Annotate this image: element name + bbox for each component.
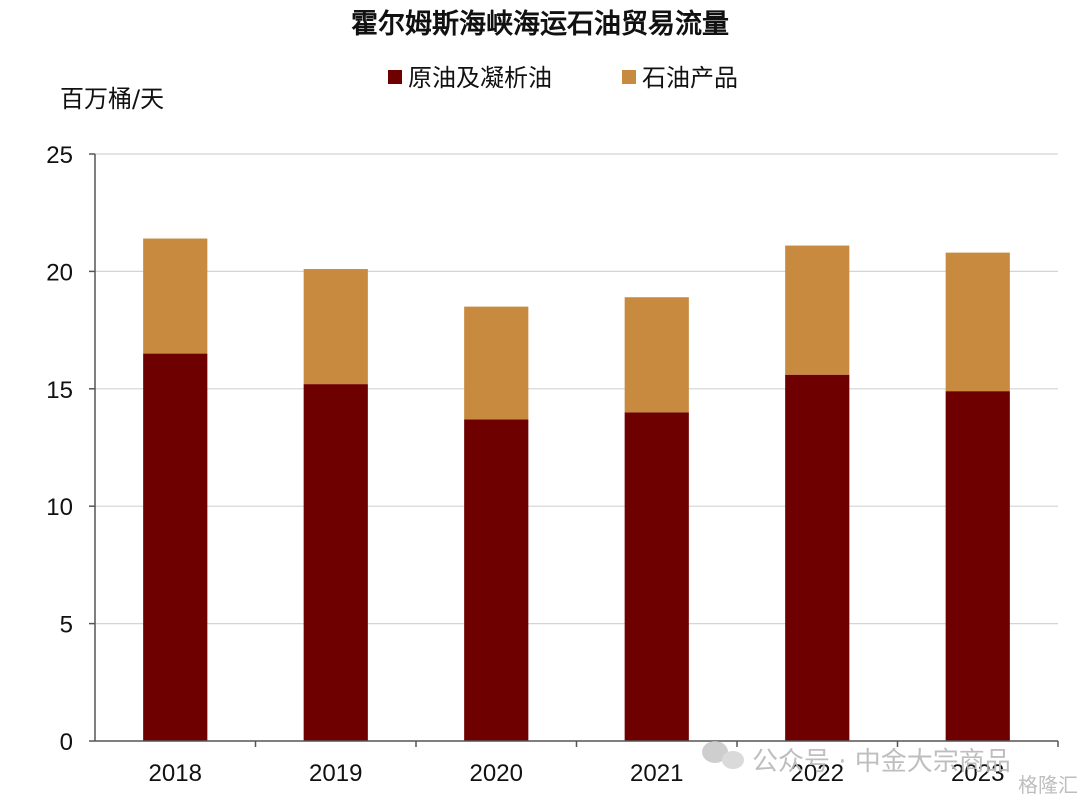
y-tick-label: 15 [46, 377, 73, 404]
y-tick-label: 5 [60, 612, 73, 639]
x-tick-label: 2021 [630, 760, 683, 787]
bar-crude-2019 [303, 384, 368, 741]
bar-crude-2023 [945, 391, 1010, 741]
x-axis: 2018 2019 2020 2021 2022 2023 [95, 740, 1059, 787]
wechat-icon [702, 741, 744, 769]
y-tick-label: 20 [46, 259, 73, 286]
chart-title: 霍尔姆斯海峡海运石油贸易流量 [351, 9, 729, 40]
x-tick-label: 2022 [791, 760, 844, 787]
bars [143, 238, 1010, 741]
x-tick-label: 2023 [951, 760, 1004, 787]
bar-crude-2022 [785, 374, 850, 741]
y-tick-label: 0 [60, 729, 73, 756]
y-tick-label: 25 [46, 142, 73, 169]
watermark-text: 公众号 · 中金大宗商品 [752, 747, 1011, 777]
x-tick-label: 2018 [149, 760, 202, 787]
legend-label-crude: 原油及凝析油 [408, 64, 552, 92]
bar-crude-2020 [464, 419, 529, 741]
bar-products-2022 [785, 245, 850, 375]
gridlines [95, 153, 1058, 625]
legend-swatch-crude [388, 70, 402, 84]
y-tick-label: 10 [46, 494, 73, 521]
x-tick-label: 2019 [309, 760, 362, 787]
y-axis-label: 百万桶/天 [60, 85, 164, 113]
bar-products-2021 [624, 297, 689, 413]
bar-products-2018 [143, 238, 208, 354]
bar-crude-2021 [624, 412, 689, 741]
bar-products-2020 [464, 306, 529, 420]
legend-swatch-products [622, 70, 636, 84]
bar-products-2023 [945, 252, 1010, 392]
watermark-logo: 格隆汇 [1018, 773, 1078, 797]
x-tick-label: 2020 [470, 760, 523, 787]
bar-crude-2018 [143, 353, 208, 741]
legend-label-products: 石油产品 [642, 64, 738, 92]
legend: 原油及凝析油 石油产品 [388, 64, 738, 92]
watermark: 公众号 · 中金大宗商品 格隆汇 [702, 741, 1078, 797]
bar-products-2019 [303, 269, 368, 385]
y-axis: 0 5 10 15 20 25 [46, 142, 96, 756]
